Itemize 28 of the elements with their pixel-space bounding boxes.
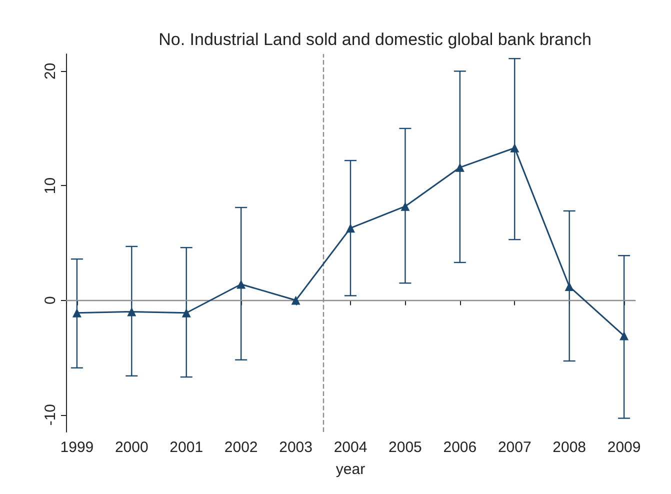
x-tick-label: 2007 bbox=[498, 439, 532, 456]
chart-title: No. Industrial Land sold and domestic global bank branch bbox=[158, 30, 592, 49]
x-tick-label: 2005 bbox=[388, 439, 422, 456]
point bbox=[620, 331, 629, 340]
point bbox=[236, 280, 246, 289]
y-tick-label: -10 bbox=[42, 404, 59, 426]
x-tick-label: 2003 bbox=[279, 439, 312, 456]
x-tick-label: 2006 bbox=[443, 439, 477, 456]
point bbox=[564, 282, 574, 292]
x-tick-label: 2009 bbox=[607, 439, 641, 456]
point bbox=[291, 296, 300, 305]
point bbox=[400, 202, 410, 211]
x-tick-label: 1999 bbox=[60, 439, 94, 456]
x-tick-label: 2000 bbox=[114, 439, 148, 456]
point bbox=[72, 308, 82, 318]
point bbox=[346, 224, 355, 233]
point bbox=[127, 307, 136, 316]
point bbox=[455, 162, 464, 172]
y-tick-label: 20 bbox=[42, 62, 59, 80]
point bbox=[182, 308, 191, 318]
x-axis-title: year bbox=[336, 461, 366, 478]
x-tick-label: 2004 bbox=[334, 439, 368, 456]
x-tick-label: 2001 bbox=[170, 439, 204, 456]
point bbox=[510, 143, 520, 152]
x-tick-label: 2008 bbox=[552, 439, 586, 456]
y-tick-label: 0 bbox=[42, 296, 59, 304]
x-tick-label: 2002 bbox=[224, 439, 258, 456]
y-tick-label: 10 bbox=[42, 177, 59, 194]
